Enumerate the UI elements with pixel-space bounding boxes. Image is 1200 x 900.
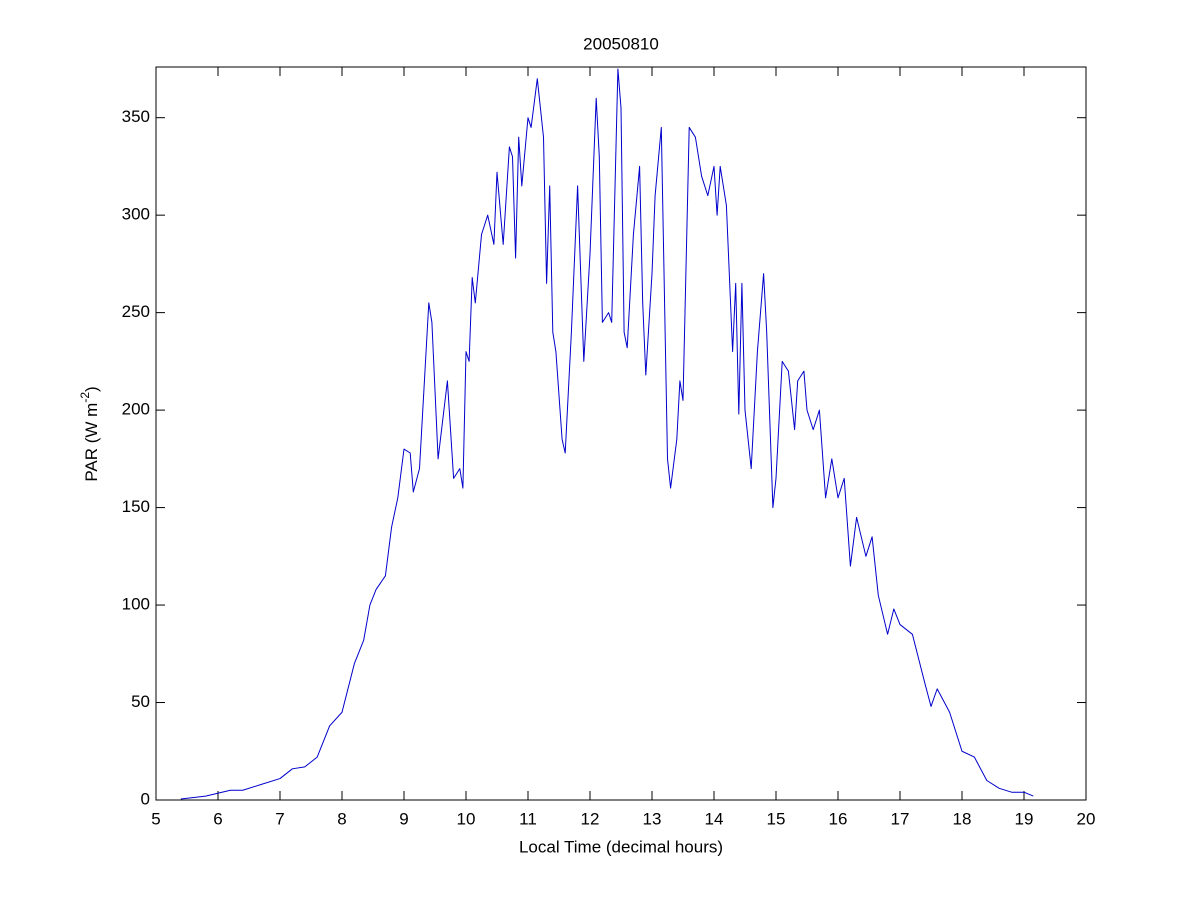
x-tick-label: 11 [519, 809, 537, 828]
y-label-text: PAR (W m [82, 403, 101, 482]
y-tick-label: 0 [141, 789, 150, 808]
x-tick-label: 15 [767, 809, 786, 828]
y-axis-label: PAR (W m-2) [78, 386, 101, 481]
x-tick-label: 5 [151, 809, 160, 828]
x-tick-label: 20 [1077, 809, 1096, 828]
x-tick-label: 6 [213, 809, 222, 828]
y-tick-label: 100 [122, 595, 150, 614]
x-tick-label: 8 [337, 809, 346, 828]
y-tick-label: 300 [122, 205, 150, 224]
data-line [180, 68, 1034, 800]
x-axis-label: Local Time (decimal hours) [519, 837, 723, 856]
y-tick-label: 250 [122, 302, 150, 321]
x-tick-label: 10 [457, 809, 476, 828]
y-label-superscript: -2 [78, 392, 92, 403]
x-tick-label: 16 [829, 809, 848, 828]
x-tick-label: 9 [399, 809, 408, 828]
y-tick-label: 350 [122, 107, 150, 126]
y-tick-label: 200 [122, 400, 150, 419]
x-tick-label: 14 [705, 809, 724, 828]
x-tick-label: 12 [581, 809, 600, 828]
x-tick-label: 13 [643, 809, 662, 828]
x-tick-label: 18 [953, 809, 972, 828]
y-label-suffix: ) [82, 386, 101, 392]
x-tick-label: 17 [891, 809, 910, 828]
y-tick-label: 150 [122, 497, 150, 516]
y-tick-label: 50 [131, 692, 150, 711]
chart-title: 20050810 [583, 34, 659, 53]
x-tick-label: 19 [1015, 809, 1034, 828]
x-tick-label: 7 [275, 809, 284, 828]
axes-box [155, 66, 1087, 801]
